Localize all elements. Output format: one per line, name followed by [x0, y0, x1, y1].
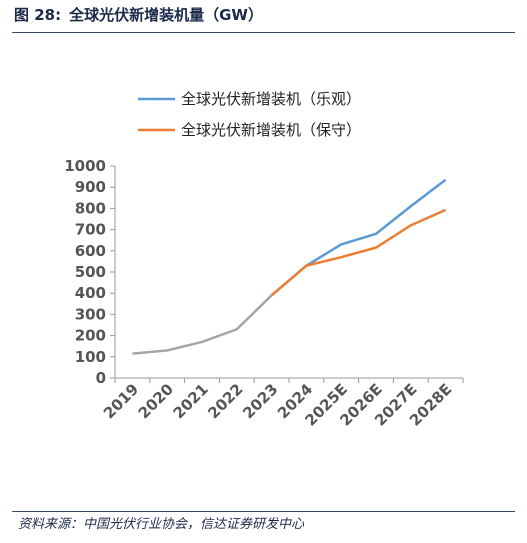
y-tick-label: 800 — [75, 199, 106, 217]
figure-title: 全球光伏新增装机量（GW） — [69, 6, 263, 24]
y-tick-label: 700 — [75, 221, 106, 239]
footer-rule — [12, 511, 515, 512]
figure-header: 图 28: 全球光伏新增装机量（GW） — [14, 4, 513, 26]
header-rule — [12, 32, 515, 33]
y-tick-label: 600 — [75, 242, 106, 260]
y-tick-label: 100 — [75, 348, 106, 366]
x-tick-label: 2019 — [100, 380, 142, 422]
y-axis: 0 100 200 300 400 500 600 700 800 900 1000 — [64, 157, 116, 387]
series-layer — [132, 178, 447, 355]
figure-label: 图 28: — [14, 6, 62, 24]
y-tick-label: 1000 — [64, 157, 106, 175]
x-tick-label: 2021 — [170, 380, 212, 422]
chart-legend: 全球光伏新增装机（乐观） 全球光伏新增装机（保守） — [138, 90, 361, 139]
x-tick-label: 2020 — [135, 380, 177, 422]
legend-label-conservative: 全球光伏新增装机（保守） — [181, 121, 361, 139]
legend-label-optimistic: 全球光伏新增装机（乐观） — [181, 90, 361, 108]
series-line-history — [132, 294, 273, 355]
line-chart: 全球光伏新增装机（乐观） 全球光伏新增装机（保守） 0 100 200 300 400 50… — [64, 90, 464, 430]
y-tick-label: 900 — [75, 178, 106, 196]
series-line-conservative — [270, 208, 447, 297]
series-line-optimistic — [270, 178, 447, 297]
x-axis: 2019202020212022202320242025E2026E2027E2… — [100, 377, 464, 430]
y-tick-label: 400 — [75, 284, 106, 302]
y-tick-label: 0 — [96, 369, 106, 387]
y-tick-label: 200 — [75, 327, 106, 345]
y-tick-label: 300 — [75, 305, 106, 323]
x-tick-label: 2023 — [239, 380, 281, 422]
source-note: 资料来源：中国光伏行业协会，信达证券研发中心 — [18, 517, 305, 532]
y-tick-label: 500 — [75, 263, 106, 281]
x-tick-label: 2022 — [204, 380, 246, 422]
